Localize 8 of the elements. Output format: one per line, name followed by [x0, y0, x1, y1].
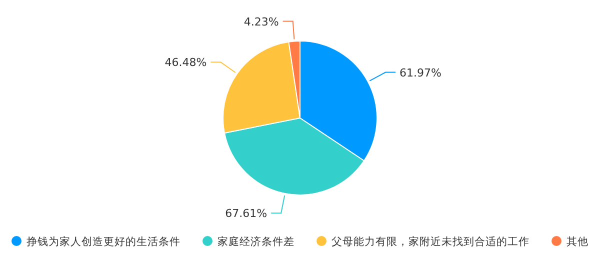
data-label: 4.23%	[244, 15, 279, 28]
data-label: 67.61%	[225, 207, 268, 220]
data-label: 61.97%	[400, 66, 442, 80]
legend-label: 挣钱为家人创造更好的生活条件	[26, 235, 180, 248]
legend-label: 其他	[566, 235, 588, 248]
legend-label: 父母能力有限，家附近未找到合适的工作	[332, 235, 530, 248]
legend-label: 家庭经济条件差	[218, 235, 294, 248]
data-label: 46.48%	[164, 56, 207, 70]
